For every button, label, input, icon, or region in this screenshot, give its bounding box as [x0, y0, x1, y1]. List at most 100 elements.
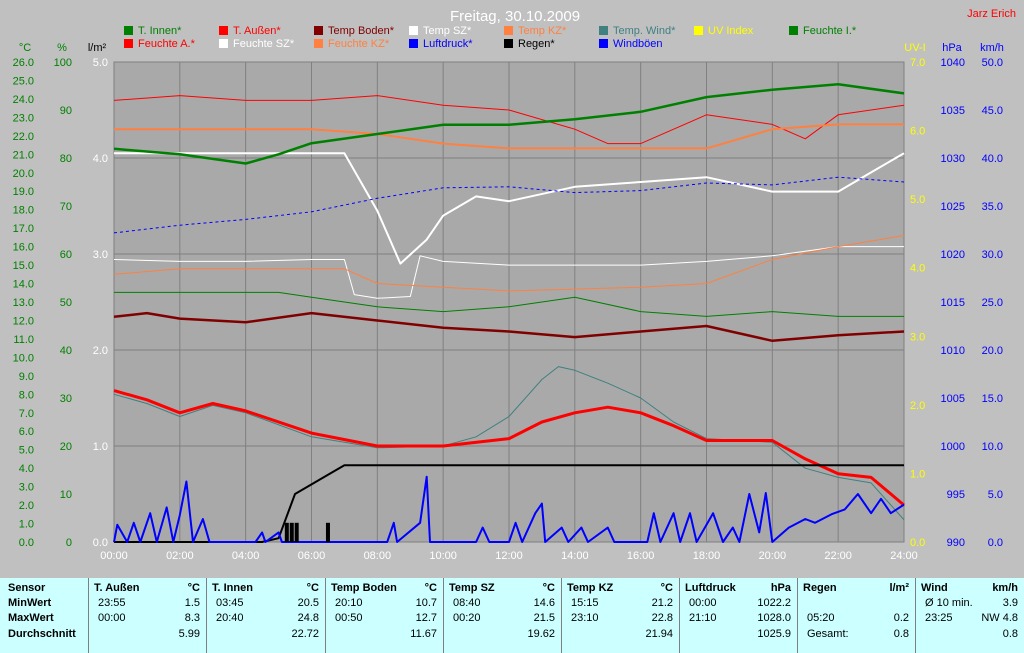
legend-label: Temp KZ* [518, 25, 567, 37]
wind-tick-label: 30.0 [982, 249, 1003, 261]
temp-tick-label: 20.0 [13, 168, 34, 180]
temp-tick-label: 18.0 [13, 205, 34, 217]
uv-tick-label: 0.0 [910, 537, 925, 549]
legend-label: Feuchte SZ* [233, 38, 295, 50]
table-column-separator [325, 578, 326, 653]
temp-tick-label: 26.0 [13, 57, 34, 69]
column-header: Temp KZ [567, 582, 614, 594]
series-line [113, 95, 905, 145]
series-line [113, 235, 905, 292]
temp-tick-label: 17.0 [13, 223, 34, 235]
avg-value: 0.8 [893, 628, 909, 640]
max-time: 23:10 [571, 612, 599, 624]
temp-tick-label: 15.0 [13, 260, 34, 272]
rain-bar [284, 522, 289, 542]
min-time: Ø 10 min. [925, 597, 973, 609]
min-time: 20:10 [335, 597, 363, 609]
avg-value: 0.8 [1002, 628, 1018, 640]
legend-label: Regen* [518, 38, 555, 50]
avg-value: 11.67 [410, 628, 437, 640]
column-header: Luftdruck [685, 582, 736, 594]
temp-tick-label: 4.0 [19, 463, 34, 475]
table-column: Regen l/m² 05:20 0.2 Gesamt: 0.8 [797, 578, 915, 653]
min-time: 00:00 [689, 597, 717, 609]
wind-tick-label: 10.0 [982, 441, 1003, 453]
legend-swatch [314, 39, 323, 48]
series-line [114, 464, 904, 543]
min-value: 10.7 [415, 597, 437, 609]
uv-tick-label: 4.0 [910, 263, 925, 275]
uv-tick-label: 2.0 [910, 400, 925, 412]
wind-tick-label: 25.0 [982, 297, 1003, 309]
rain-tick-label: 3.0 [93, 249, 108, 261]
press-tick-label: 1015 [941, 297, 965, 309]
rain-bar [289, 522, 294, 542]
wind-tick-label: 15.0 [982, 393, 1003, 405]
press-tick-label: 1010 [941, 345, 965, 357]
temp-tick-label: 21.0 [13, 149, 34, 161]
max-value: 8.3 [184, 612, 200, 624]
uv-tick-label: 1.0 [910, 468, 925, 480]
humid-axis-unit: % [57, 42, 67, 54]
table-column-separator [206, 578, 207, 653]
temp-tick-label: 19.0 [13, 186, 34, 198]
rain-axis-unit: l/m² [88, 42, 107, 54]
series-line [113, 82, 905, 165]
legend-swatch [504, 39, 513, 48]
x-tick-label: 08:00 [364, 550, 392, 562]
x-tick-label: 20:00 [759, 550, 787, 562]
x-tick-label: 10:00 [429, 550, 457, 562]
min-time: 23:55 [98, 597, 126, 609]
max-time: 00:00 [98, 612, 126, 624]
table-column: Wind km/h Ø 10 min. 3.9 23:25 NW 4.8 0.8 [915, 578, 1024, 653]
rain-bar [325, 522, 330, 542]
wind-tick-label: 50.0 [982, 57, 1003, 69]
avg-value: 5.99 [178, 628, 200, 640]
avg-value: 1025.9 [757, 628, 791, 640]
temp-tick-label: 3.0 [19, 482, 34, 494]
min-value: 14.6 [533, 597, 555, 609]
max-time: 05:20 [807, 612, 835, 624]
x-tick-label: 12:00 [495, 550, 523, 562]
humid-tick-label: 60 [60, 249, 72, 261]
table-column-separator [443, 578, 444, 653]
column-unit: hPa [770, 582, 791, 594]
x-tick-label: 16:00 [627, 550, 655, 562]
series-line [113, 246, 904, 299]
temp-tick-label: 2.0 [19, 500, 34, 512]
temp-tick-label: 14.0 [13, 279, 34, 291]
legend-label: Temp SZ* [423, 25, 472, 37]
series-line [113, 366, 905, 521]
rain-tick-label: 5.0 [93, 57, 108, 69]
uv-tick-label: 5.0 [910, 194, 925, 206]
table-column-separator [561, 578, 562, 653]
row-label-max: MaxWert [8, 612, 54, 624]
temp-tick-label: 25.0 [13, 75, 34, 87]
table-column-separator [797, 578, 798, 653]
max-value: NW 4.8 [981, 612, 1018, 624]
min-time: 03:45 [216, 597, 244, 609]
press-tick-label: 1005 [941, 393, 965, 405]
max-value: 24.8 [297, 612, 319, 624]
series-line [114, 123, 904, 150]
row-label-min: MinWert [8, 597, 52, 609]
row-label-sensor: Sensor [8, 582, 46, 594]
table-column-separator [88, 578, 89, 653]
series-line [113, 176, 905, 234]
temp-tick-label: 11.0 [13, 334, 34, 346]
table-column: Luftdruck hPa 00:00 1022.2 21:10 1028.0 1025.9 [679, 578, 797, 653]
wind-tick-label: 35.0 [982, 201, 1003, 213]
column-unit: °C [187, 582, 200, 594]
uv-tick-label: 7.0 [910, 57, 925, 69]
min-time: 15:15 [571, 597, 599, 609]
column-header: Wind [921, 582, 948, 594]
temp-tick-label: 22.0 [13, 131, 34, 143]
humid-tick-label: 100 [54, 57, 72, 69]
temp-tick-label: 7.0 [19, 408, 34, 420]
min-value: 20.5 [297, 597, 319, 609]
avg-value: 19.62 [527, 628, 555, 640]
table-column-separator [915, 578, 916, 653]
max-time: 00:50 [335, 612, 363, 624]
min-value: 1.5 [184, 597, 200, 609]
press-axis-unit: hPa [942, 42, 962, 54]
